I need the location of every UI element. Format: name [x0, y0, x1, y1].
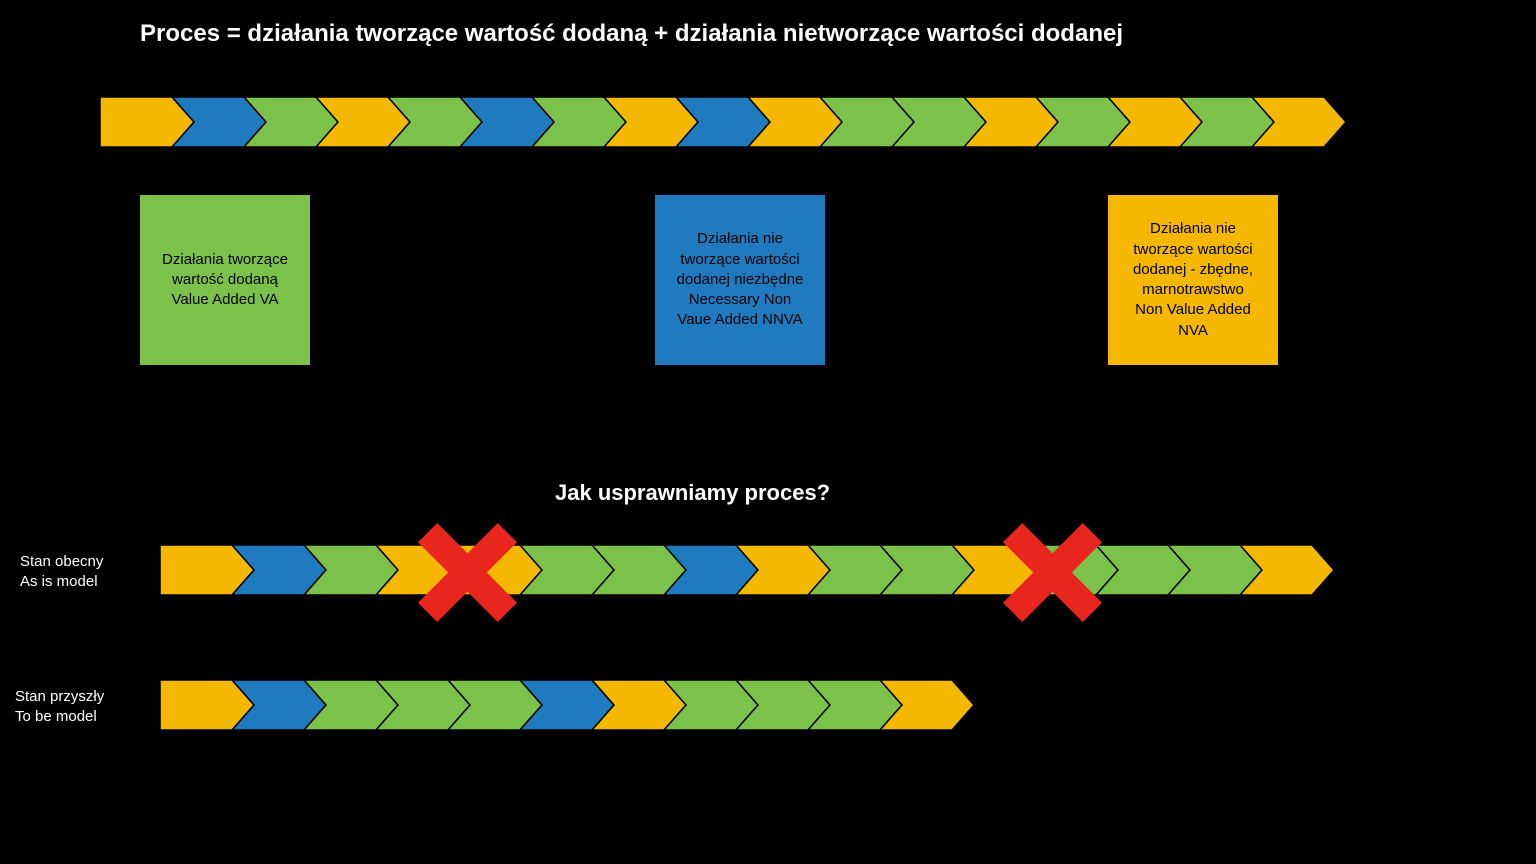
box-line: tworzące wartości — [680, 250, 799, 270]
box-line: Działania nie — [1150, 219, 1236, 239]
process-step — [1252, 97, 1346, 147]
box-line: dodanej niezbędne — [677, 270, 804, 290]
box-line: Non Value Added — [1135, 300, 1251, 320]
box-line: wartość dodaną — [172, 270, 278, 290]
process-row-top — [100, 97, 1346, 147]
box-line: Value Added VA — [171, 290, 278, 310]
box-line: Działania nie — [697, 229, 783, 249]
process-row-tobe — [160, 680, 974, 730]
box-nnva: Działania nietworzące wartościdodanej ni… — [655, 195, 825, 365]
box-line: NVA — [1178, 321, 1208, 341]
main-title: Proces = działania tworzące wartość doda… — [140, 20, 1123, 48]
box-line: Vaue Added NNVA — [677, 310, 802, 330]
box-line: marnotrawstwo — [1142, 280, 1244, 300]
process-step — [880, 680, 974, 730]
box-line: tworzące wartości — [1133, 240, 1252, 260]
label-tobe: Stan przyszły To be model — [15, 687, 104, 728]
process-step — [1240, 545, 1334, 595]
process-row-asis — [160, 545, 1334, 595]
box-line: Necessary Non — [689, 290, 792, 310]
sub-title: Jak usprawniamy proces? — [555, 480, 830, 506]
label-asis: Stan obecny As is model — [20, 552, 103, 593]
box-nva: Działania nietworzące wartościdodanej - … — [1108, 195, 1278, 365]
box-va: Działania tworzącewartość dodanąValue Ad… — [140, 195, 310, 365]
box-line: dodanej - zbędne, — [1133, 260, 1253, 280]
box-line: Działania tworzące — [162, 250, 288, 270]
